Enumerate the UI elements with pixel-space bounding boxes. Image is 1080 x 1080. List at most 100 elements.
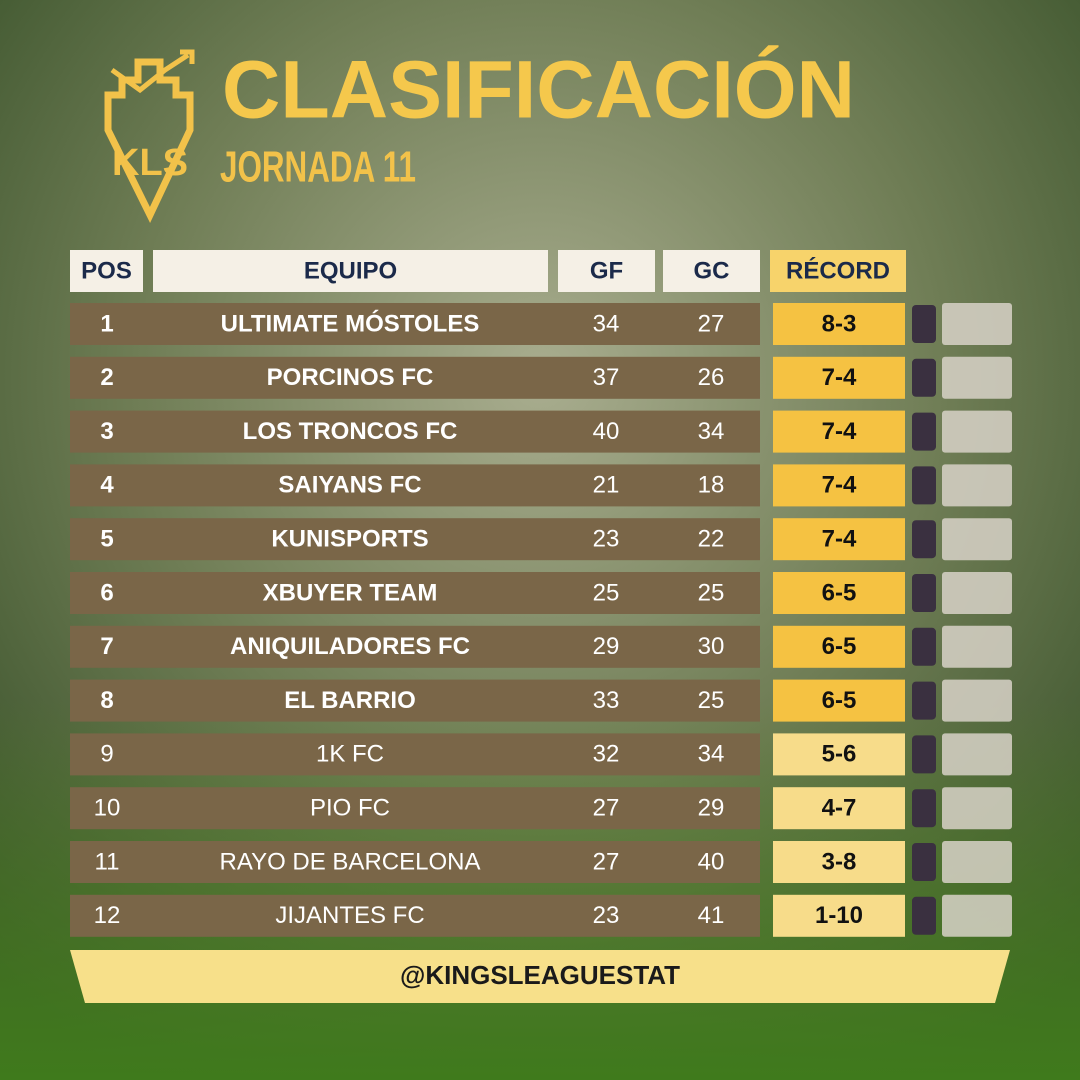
record: 7-4 [822, 418, 857, 445]
record: 5-6 [822, 741, 857, 768]
record-cell [773, 356, 905, 399]
goals-for: 23 [593, 526, 620, 553]
team-jersey [942, 733, 1012, 776]
row-bar [70, 894, 760, 937]
footer-banner [70, 950, 1010, 1003]
team-crest [912, 412, 936, 451]
record: 7-4 [822, 526, 857, 553]
row-bar [70, 625, 760, 668]
team-name: SAIYANS FC [278, 472, 421, 499]
footer-handle: @KINGSLEAGUESTAT [400, 960, 680, 990]
team-crest [912, 681, 936, 720]
team-name: PIO FC [310, 795, 390, 822]
goals-against: 22 [698, 526, 725, 553]
position: 2 [100, 364, 113, 391]
goals-for: 40 [593, 418, 620, 445]
record-cell [773, 733, 905, 776]
row-bar [70, 518, 760, 561]
column-header: GF [590, 257, 623, 284]
goals-for: 37 [593, 364, 620, 391]
team-jersey [942, 303, 1012, 345]
record: 6-5 [822, 579, 857, 606]
column-header: RÉCORD [786, 256, 890, 284]
row-bar [70, 733, 760, 776]
goals-for: 34 [593, 310, 620, 337]
position: 4 [100, 472, 114, 499]
header-cell [558, 250, 655, 292]
svg-text:KLS: KLS [112, 142, 188, 184]
goals-for: 21 [593, 472, 620, 499]
record-cell [773, 464, 905, 507]
team-jersey [942, 356, 1012, 399]
record-cell [773, 787, 905, 830]
position: 8 [100, 687, 113, 714]
team-crest [912, 574, 936, 612]
team-jersey [942, 894, 1012, 937]
row-bar [70, 572, 760, 614]
goals-against: 29 [698, 795, 725, 822]
header-cell [770, 250, 906, 292]
goals-for: 25 [593, 579, 620, 606]
team-crest [912, 520, 936, 559]
goals-against: 18 [698, 472, 725, 499]
team-name: 1K FC [316, 741, 384, 768]
record: 3-8 [822, 848, 857, 875]
record: 8-3 [822, 310, 857, 337]
row-bar [70, 464, 760, 507]
record-cell [773, 625, 905, 668]
record: 4-7 [822, 795, 857, 822]
record-cell [773, 303, 905, 345]
team-name: RAYO DE BARCELONA [220, 848, 481, 875]
position: 9 [100, 741, 113, 768]
team-jersey [942, 787, 1012, 830]
goals-for: 33 [593, 687, 620, 714]
goals-against: 30 [698, 633, 725, 660]
goals-against: 26 [698, 364, 725, 391]
record-cell [773, 679, 905, 722]
team-jersey [942, 518, 1012, 561]
team-name: ANIQUILADORES FC [230, 633, 470, 660]
goals-against: 27 [698, 310, 725, 337]
team-name: JIJANTES FC [275, 902, 424, 929]
record: 6-5 [822, 633, 857, 660]
position: 5 [100, 526, 113, 553]
row-bar [70, 303, 760, 345]
record-cell [773, 518, 905, 561]
position: 7 [100, 633, 113, 660]
goals-for: 27 [593, 795, 620, 822]
position: 1 [100, 310, 113, 337]
column-header: GC [694, 257, 730, 284]
position: 10 [94, 795, 121, 822]
logo: KLS [104, 49, 195, 224]
goals-against: 25 [698, 579, 725, 606]
goals-for: 29 [593, 633, 620, 660]
position: 11 [95, 848, 120, 875]
goals-for: 27 [593, 848, 620, 875]
team-jersey [942, 410, 1012, 453]
goals-for: 32 [593, 741, 620, 768]
team-crest [912, 466, 936, 505]
team-name: ULTIMATE MÓSTOLES [221, 309, 480, 337]
goals-against: 40 [698, 848, 725, 875]
goals-against: 25 [698, 687, 725, 714]
title: CLASIFICACIÓN [222, 45, 855, 136]
header-cell [70, 250, 143, 292]
goals-against: 34 [698, 741, 725, 768]
column-header: POS [81, 257, 132, 284]
record-cell [773, 894, 905, 937]
record: 6-5 [822, 687, 857, 714]
record-cell [773, 410, 905, 453]
team-name: XBUYER TEAM [263, 579, 438, 606]
team-jersey [942, 572, 1012, 614]
record-cell [773, 572, 905, 614]
row-bar [70, 410, 760, 453]
team-crest [912, 627, 936, 666]
header-cell [153, 250, 548, 292]
team-crest [912, 843, 936, 881]
goals-against: 41 [698, 902, 725, 929]
record: 1-10 [815, 902, 863, 929]
position: 6 [100, 579, 113, 606]
position: 3 [100, 418, 113, 445]
